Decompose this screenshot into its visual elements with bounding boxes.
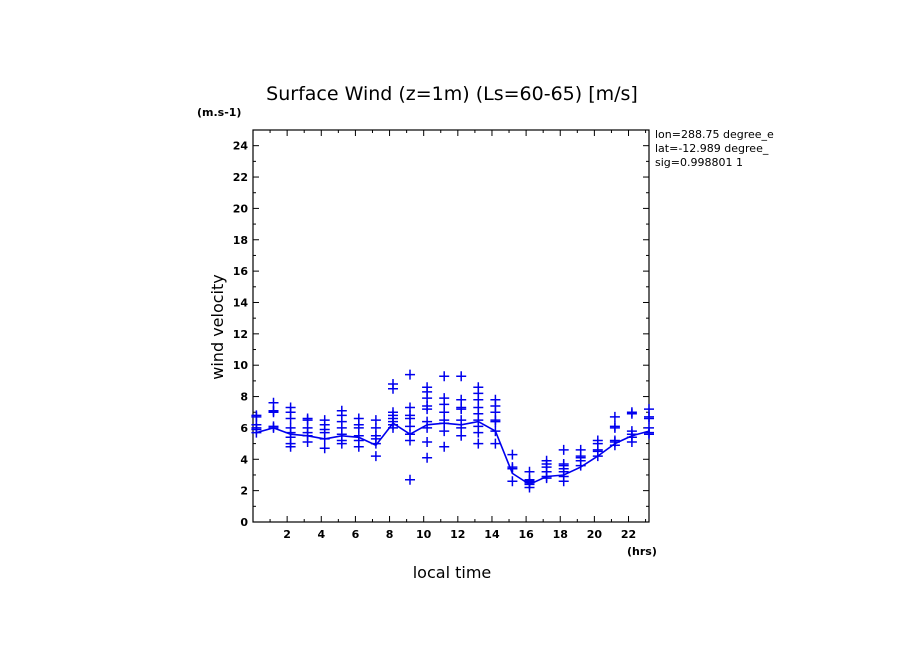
y-unit-label: (m.s-1) bbox=[197, 106, 241, 119]
data-point bbox=[422, 404, 433, 415]
data-point bbox=[558, 476, 569, 487]
data-point bbox=[319, 443, 330, 454]
data-point bbox=[473, 427, 484, 438]
data-point bbox=[456, 404, 467, 415]
data-point bbox=[405, 369, 415, 380]
data-point bbox=[353, 441, 364, 452]
plot-frame bbox=[252, 129, 650, 523]
data-point bbox=[507, 463, 518, 474]
data-point bbox=[490, 416, 501, 427]
y-tick-label: 16 bbox=[233, 265, 249, 278]
y-tick-label: 2 bbox=[240, 485, 248, 498]
data-point bbox=[422, 452, 433, 463]
data-point bbox=[251, 427, 262, 438]
y-tick-label: 12 bbox=[233, 328, 248, 341]
x-tick-label: 14 bbox=[484, 528, 500, 541]
y-tick-label: 20 bbox=[233, 202, 249, 215]
x-tick-label: 16 bbox=[518, 528, 534, 541]
chart-title: Surface Wind (z=1m) (Ls=60-65) [m/s] bbox=[266, 83, 638, 105]
data-point bbox=[644, 429, 654, 440]
x-tick-label: 12 bbox=[450, 528, 465, 541]
data-point bbox=[626, 437, 637, 447]
x-tick-label: 22 bbox=[621, 528, 636, 541]
data-point bbox=[336, 438, 347, 449]
data-point bbox=[370, 438, 381, 449]
data-point bbox=[609, 422, 620, 433]
y-axis-title: wind velocity bbox=[208, 274, 227, 379]
info-lat: lat=-12.989 degree_ bbox=[655, 142, 769, 155]
x-tick-label: 6 bbox=[352, 528, 360, 541]
data-point bbox=[370, 451, 381, 462]
y-tick-label: 24 bbox=[233, 140, 249, 153]
data-point bbox=[439, 441, 450, 452]
data-point bbox=[558, 444, 569, 455]
data-point bbox=[439, 371, 450, 382]
data-point bbox=[524, 482, 535, 493]
data-point bbox=[422, 422, 433, 433]
data-point bbox=[302, 437, 313, 447]
y-tick-label: 22 bbox=[233, 171, 248, 184]
data-point bbox=[473, 438, 484, 449]
data-point bbox=[268, 422, 279, 433]
data-point bbox=[541, 473, 552, 484]
data-point bbox=[405, 435, 415, 446]
data-point bbox=[405, 474, 415, 485]
y-tick-label: 0 bbox=[240, 516, 248, 529]
x-tick-label: 8 bbox=[386, 528, 394, 541]
data-point bbox=[456, 371, 467, 382]
x-tick-label: 4 bbox=[317, 528, 325, 541]
data-point bbox=[575, 460, 586, 471]
info-lon: lon=288.75 degree_e bbox=[655, 128, 774, 141]
x-tick-label: 2 bbox=[283, 528, 291, 541]
data-point bbox=[285, 441, 296, 452]
data-point bbox=[490, 438, 501, 449]
x-tick-label: 10 bbox=[416, 528, 432, 541]
data-point bbox=[644, 413, 654, 424]
data-point bbox=[507, 476, 518, 487]
data-point bbox=[490, 426, 501, 437]
x-axis-title: local time bbox=[413, 563, 492, 582]
data-point bbox=[319, 433, 330, 444]
data-point bbox=[609, 440, 620, 451]
data-point bbox=[388, 422, 398, 433]
y-tick-label: 6 bbox=[240, 422, 248, 435]
data-point bbox=[439, 426, 450, 437]
data-point bbox=[456, 430, 467, 441]
mean-line bbox=[256, 420, 650, 486]
y-tick-label: 10 bbox=[233, 359, 249, 372]
x-tick-label: 20 bbox=[587, 528, 603, 541]
info-sig: sig=0.998801 1 bbox=[655, 156, 743, 169]
y-tick-label: 8 bbox=[240, 391, 248, 404]
data-point bbox=[507, 449, 518, 460]
y-tick-label: 4 bbox=[240, 453, 248, 466]
y-tick-label: 14 bbox=[233, 296, 249, 309]
data-point bbox=[388, 383, 398, 394]
data-point bbox=[592, 451, 603, 462]
data-point bbox=[422, 437, 433, 447]
y-tick-label: 18 bbox=[233, 234, 248, 247]
x-unit-label: (hrs) bbox=[627, 545, 657, 558]
data-point bbox=[626, 408, 637, 419]
x-tick-label: 18 bbox=[553, 528, 568, 541]
data-point bbox=[268, 407, 279, 418]
data-point bbox=[609, 411, 620, 422]
data-point bbox=[285, 413, 296, 424]
